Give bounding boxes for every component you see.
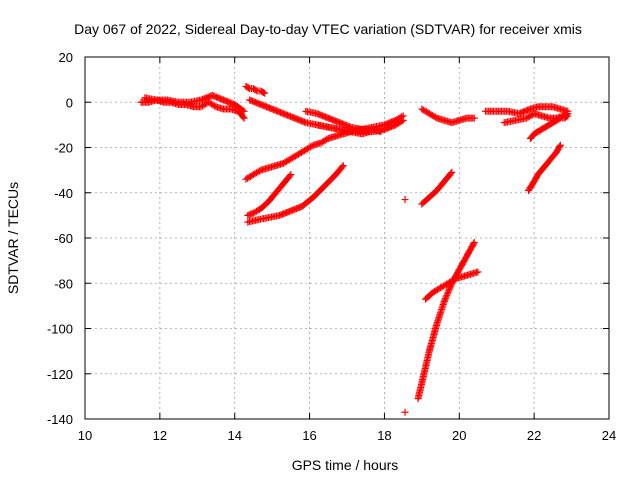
data-point [564,112,572,120]
y-tick-label: -100 [47,322,73,337]
grid-lines [85,57,609,419]
data-point [252,86,260,94]
data-point [240,107,248,115]
y-tick-label: -20 [54,141,73,156]
x-tick-label: 16 [302,428,316,443]
data-point [443,290,451,298]
data-point [255,167,263,175]
data-point [444,288,452,296]
data-point [399,112,407,120]
x-axis-title: GPS time / hours [292,457,399,473]
y-tick-label: -80 [54,276,73,291]
data-point [442,293,450,301]
data-point [401,196,409,204]
data-point [431,113,439,121]
axis-ticks: 10 12 14 16 18 20 22 24 -140 -120 -100 -80 -60 -40 -20… [47,50,616,443]
data-point [441,296,449,304]
data-point [244,84,252,92]
data-marks [137,82,572,416]
data-point [443,291,451,299]
series-arc-15 [422,268,482,303]
data-point [286,172,294,180]
data-point [259,88,267,96]
data-point [470,240,478,248]
y-tick-label: -40 [54,186,73,201]
series-arc-12 [418,105,478,127]
series-arc-13 [418,168,456,208]
data-point [450,276,458,284]
data-point [474,268,482,276]
data-point [556,141,564,149]
data-point [563,113,571,121]
y-tick-label: 0 [66,95,73,110]
series-arc-18 [526,112,572,142]
y-tick-label: -60 [54,231,73,246]
x-tick-label: 12 [153,428,167,443]
data-point [339,162,347,170]
data-point [470,114,478,122]
data-point [287,171,295,179]
y-tick-label: 20 [59,50,73,65]
data-point [398,113,406,121]
y-tick-label: -120 [47,367,73,382]
y-tick-label: -140 [47,412,73,427]
series-arc-2 [141,91,248,115]
chart-title: Day 067 of 2022, Sidereal Day-to-day VTE… [74,21,582,37]
series-arc-11 [401,408,409,416]
data-point [401,408,409,416]
data-point [442,294,450,302]
x-tick-label: 24 [602,428,616,443]
data-point [240,114,248,122]
data-point [338,163,346,171]
series-arc-10 [401,196,409,204]
series-arc-16 [481,103,572,118]
x-tick-label: 10 [78,428,92,443]
series-arc-9 [244,162,347,226]
data-point [239,113,247,121]
x-tick-label: 20 [452,428,466,443]
data-point [445,287,453,295]
series-arc-3 [242,82,269,97]
data-point [261,89,269,97]
data-point [448,168,456,176]
data-point [211,102,219,110]
data-point [470,239,478,247]
data-point [556,143,564,151]
y-axis-title: SDTVAR / TECUs [5,182,21,294]
x-tick-label: 14 [227,428,241,443]
series-arc-7 [242,125,385,183]
data-point [239,106,247,114]
x-tick-label: 18 [377,428,391,443]
data-point [440,297,448,305]
data-point [308,142,316,150]
series-arc-8 [244,171,295,219]
x-tick-label: 22 [527,428,541,443]
data-point [555,115,563,123]
data-point [447,170,455,178]
data-point [377,128,385,136]
data-point [445,285,453,293]
data-point [323,135,331,143]
series-arc-19 [525,141,564,194]
series-arc-14 [414,239,478,403]
